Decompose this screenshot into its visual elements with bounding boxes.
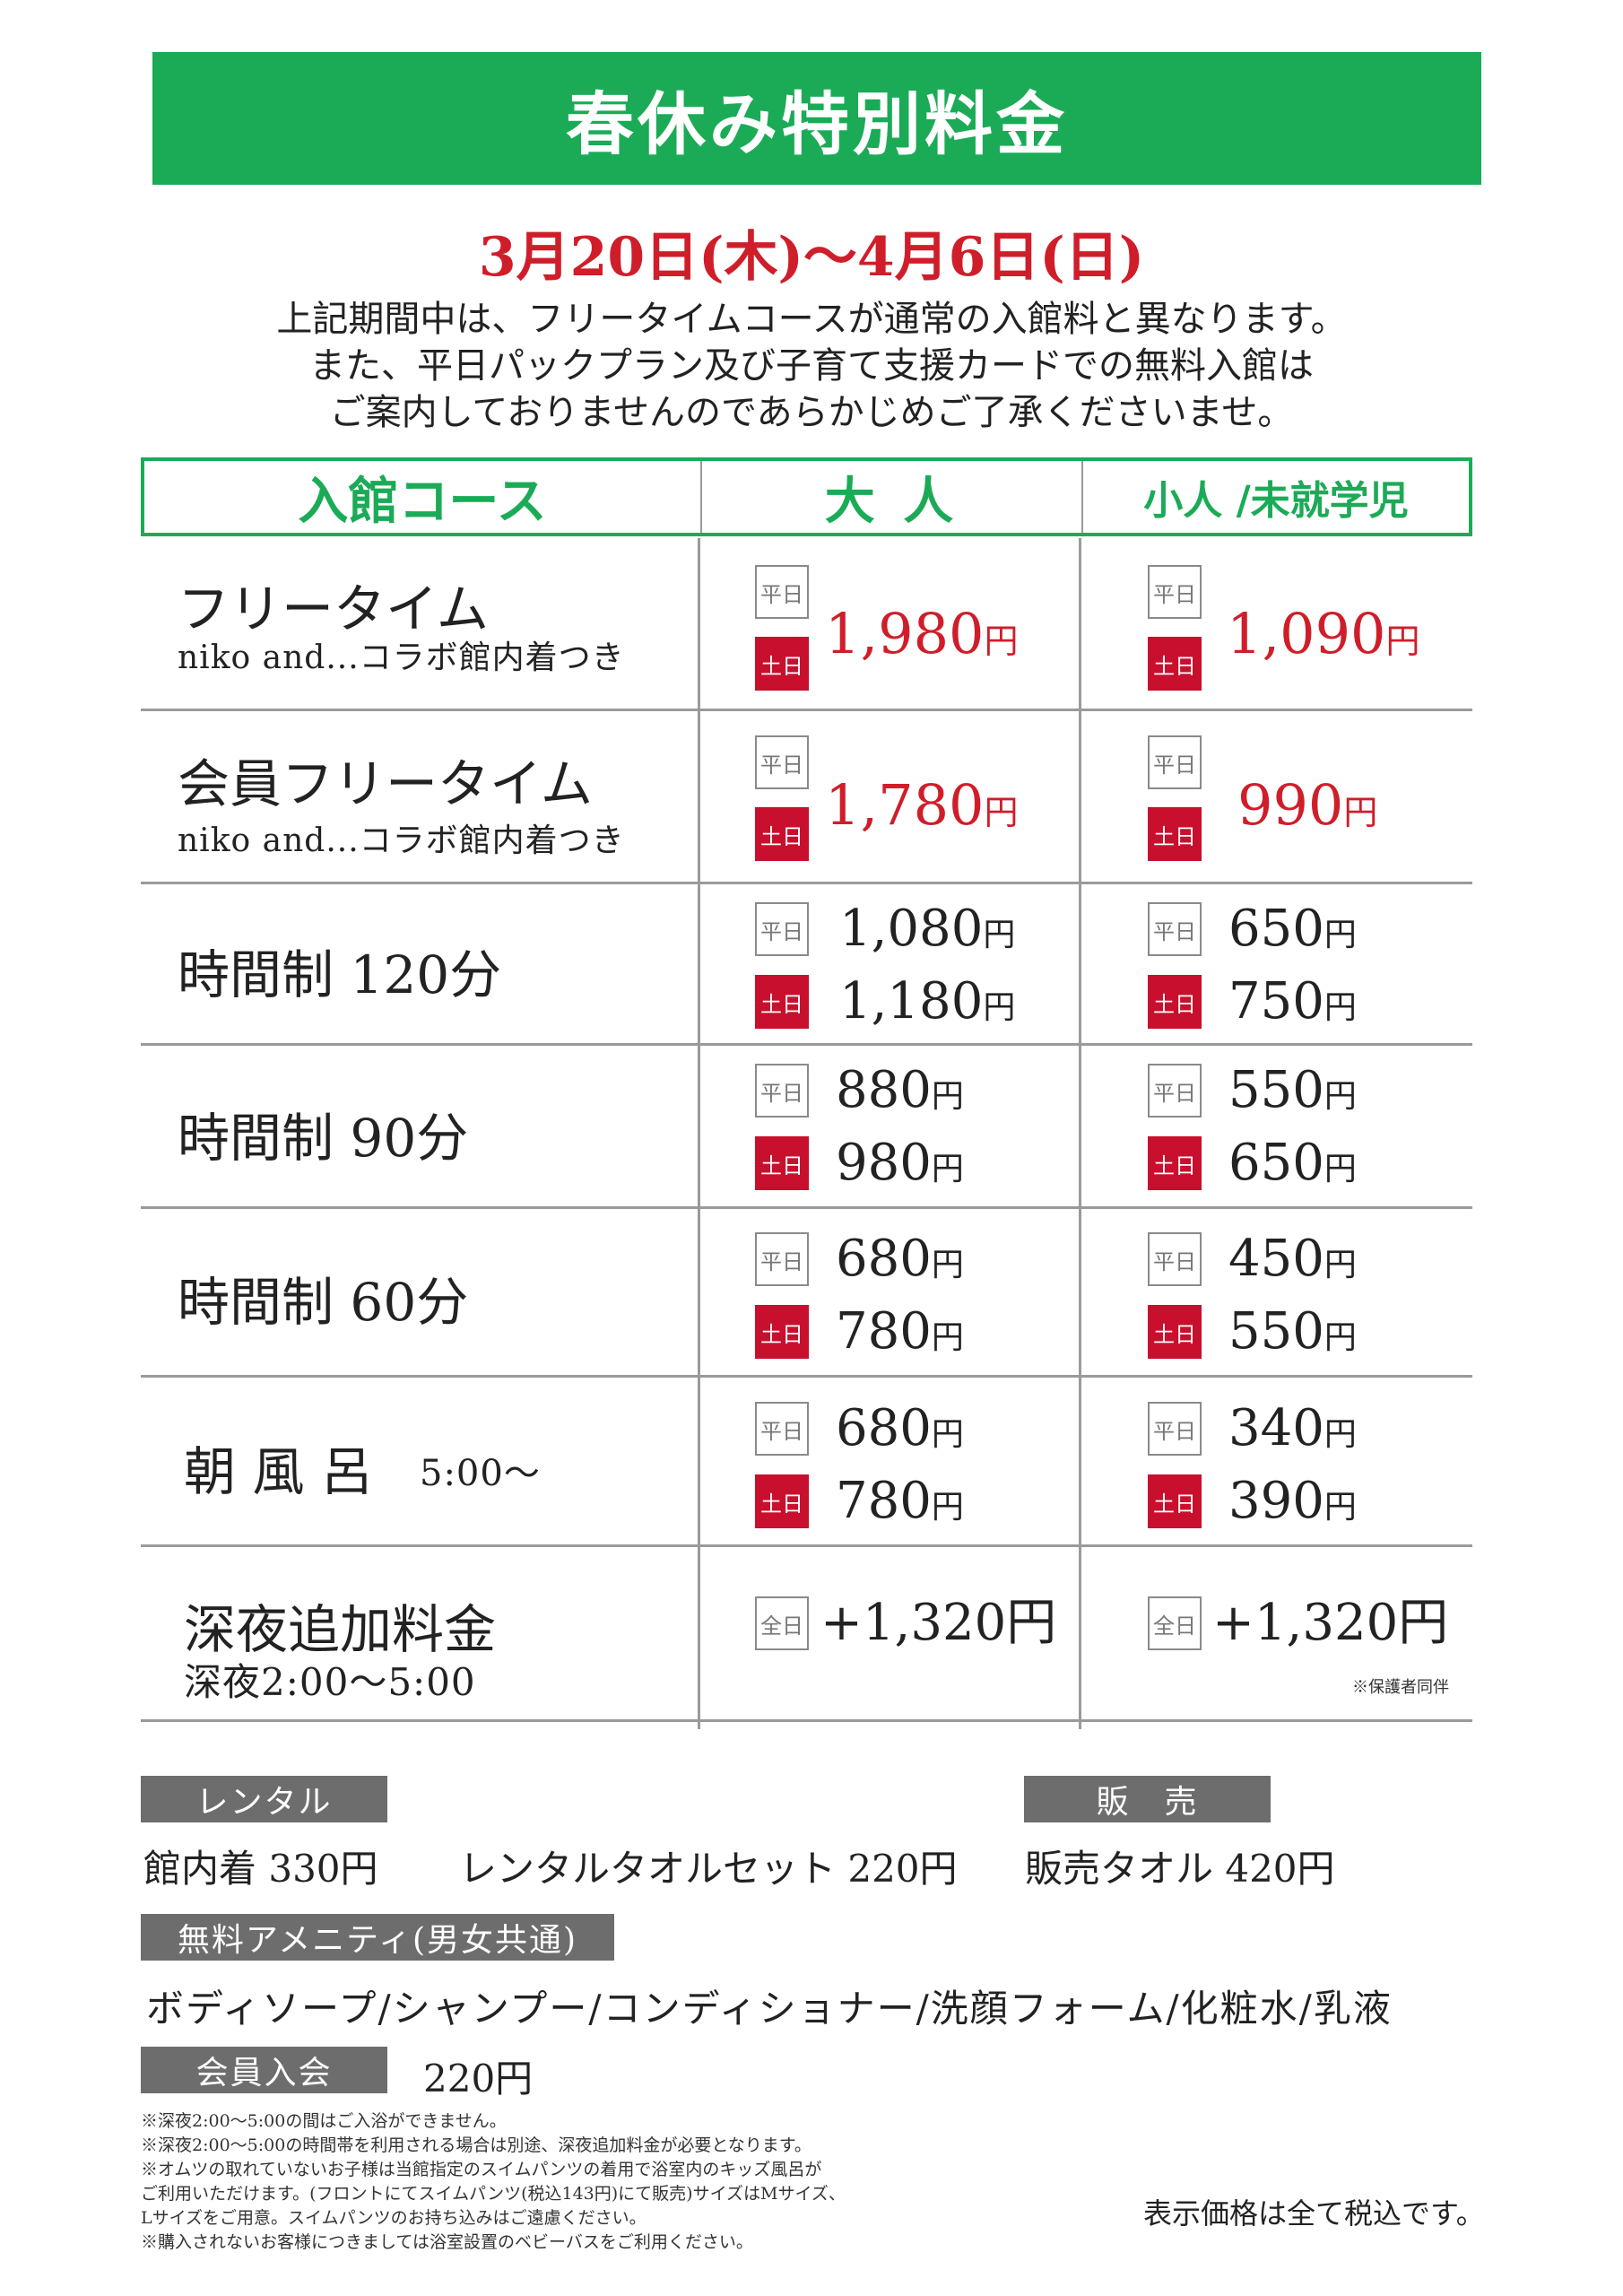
child-price: 990円 bbox=[1237, 772, 1378, 838]
weekday-tag: 平日 bbox=[1148, 565, 1202, 619]
row-divider bbox=[141, 1375, 1472, 1378]
header-divider bbox=[1081, 461, 1083, 533]
footnote: ※オムツの取れていないお子様は当館指定のスイムパンツの着用で浴室内のキッズ風呂が bbox=[141, 2160, 822, 2179]
weekend-tag: 土日 bbox=[755, 637, 809, 691]
footnote: Lサイズをご用意。スイムパンツのお持ち込みはご遠慮ください。 bbox=[141, 2208, 647, 2228]
adult-price: 1,980円 bbox=[825, 601, 1019, 666]
adult-weekday-price: 680円 bbox=[836, 1399, 964, 1457]
weekend-tag: 土日 bbox=[1148, 637, 1202, 691]
weekend-tag: 土日 bbox=[1148, 1474, 1202, 1528]
course-time: 5:00～ bbox=[420, 1453, 541, 1494]
adult-weekend-price: 1,180円 bbox=[839, 972, 1016, 1031]
allday-tag: 全日 bbox=[755, 1596, 809, 1650]
row-divider bbox=[141, 1206, 1472, 1209]
weekday-tag: 平日 bbox=[755, 1064, 809, 1118]
guardian-note: ※保護者同伴 bbox=[1352, 1678, 1449, 1697]
price-table-header: 入館コース 大 人 小人 /未就学児 bbox=[141, 457, 1472, 536]
membership-label: 会員入会 bbox=[141, 2047, 387, 2093]
course-subtitle: niko and...コラボ館内着つき bbox=[178, 639, 625, 676]
weekend-tag: 土日 bbox=[1148, 1136, 1202, 1190]
course-name: 朝 風 呂 bbox=[184, 1441, 373, 1502]
weekday-tag: 平日 bbox=[755, 902, 809, 956]
header-divider bbox=[700, 461, 702, 533]
weekend-tag: 土日 bbox=[755, 807, 809, 861]
title-banner: 春休み特別料金 bbox=[152, 52, 1481, 185]
child-price: 1,090円 bbox=[1227, 601, 1420, 666]
course-subtitle: 深夜2:00～5:00 bbox=[184, 1660, 476, 1704]
weekday-tag: 平日 bbox=[755, 1232, 809, 1286]
child-weekend-price: 750円 bbox=[1228, 972, 1357, 1031]
weekend-tag: 土日 bbox=[1148, 1305, 1202, 1359]
footnote: ※深夜2:00～5:00の時間帯を利用される場合は別途、深夜追加料金が必要となり… bbox=[141, 2135, 812, 2155]
amenity-list: ボディソープ/シャンプー/コンディショナー/洗顔フォーム/化粧水/乳液 bbox=[146, 1987, 1393, 2031]
notice-line-1: 上記期間中は、フリータイムコースが通常の入館料と異なります。 bbox=[276, 299, 1347, 340]
course-subtitle: niko and...コラボ館内着つき bbox=[178, 822, 625, 859]
course-name: フリータイム bbox=[178, 578, 489, 639]
course-name: 時間制 60分 bbox=[178, 1272, 469, 1333]
header-course: 入館コース bbox=[298, 471, 547, 531]
adult-weekday-price: 880円 bbox=[836, 1061, 964, 1119]
row-divider bbox=[141, 882, 1472, 884]
child-price: +1,320円 bbox=[1212, 1594, 1449, 1652]
tax-note: 表示価格は全て税込です。 bbox=[1143, 2196, 1485, 2231]
rental-item: 館内着 330円 bbox=[143, 1847, 378, 1891]
row-divider bbox=[141, 1719, 1472, 1722]
course-name: 時間制 120分 bbox=[178, 944, 502, 1005]
child-weekday-price: 450円 bbox=[1228, 1230, 1357, 1288]
row-divider bbox=[141, 709, 1472, 711]
weekday-tag: 平日 bbox=[1148, 1064, 1202, 1118]
allday-tag: 全日 bbox=[1148, 1596, 1202, 1650]
amenity-label: 無料アメニティ(男女共通) bbox=[141, 1914, 614, 1961]
course-name: 時間制 90分 bbox=[178, 1108, 469, 1169]
weekend-tag: 土日 bbox=[1148, 975, 1202, 1029]
adult-weekday-price: 680円 bbox=[836, 1230, 964, 1288]
page-title: 春休み特別料金 bbox=[566, 84, 1068, 164]
weekday-tag: 平日 bbox=[1148, 902, 1202, 956]
weekday-tag: 平日 bbox=[755, 565, 809, 619]
course-name: 会員フリータイム bbox=[178, 753, 593, 814]
adult-weekend-price: 980円 bbox=[836, 1134, 964, 1192]
child-weekend-price: 550円 bbox=[1228, 1302, 1357, 1361]
child-weekend-price: 650円 bbox=[1228, 1134, 1357, 1192]
footnote: ※深夜2:00～5:00の間はご入浴ができません。 bbox=[141, 2111, 507, 2131]
course-name: 深夜追加料金 bbox=[184, 1599, 497, 1660]
weekday-tag: 平日 bbox=[1148, 1402, 1202, 1456]
adult-weekend-price: 780円 bbox=[836, 1302, 964, 1361]
weekday-tag: 平日 bbox=[755, 735, 809, 789]
period-dates: 3月20日(木)～4月6日(日) bbox=[478, 226, 1145, 289]
sale-label: 販 売 bbox=[1024, 1776, 1271, 1822]
header-adult: 大 人 bbox=[824, 471, 959, 531]
sale-item: 販売タオル 420円 bbox=[1025, 1847, 1335, 1891]
weekday-tag: 平日 bbox=[755, 1402, 809, 1456]
footnote: ご利用いただけます。(フロントにてスイムパンツ(税込143円)にて販売)サイズは… bbox=[141, 2184, 846, 2204]
column-divider bbox=[698, 538, 700, 1729]
child-weekday-price: 650円 bbox=[1228, 900, 1357, 958]
weekend-tag: 土日 bbox=[755, 1136, 809, 1190]
header-child: 小人 /未就学児 bbox=[1143, 478, 1409, 524]
footnote: ※購入されないお客様につきましては浴室設置のベビーバスをご利用ください。 bbox=[141, 2232, 753, 2252]
adult-price: 1,780円 bbox=[825, 772, 1019, 838]
row-divider bbox=[141, 1544, 1472, 1547]
weekday-tag: 平日 bbox=[1148, 1232, 1202, 1286]
column-divider bbox=[1079, 538, 1081, 1729]
weekday-tag: 平日 bbox=[1148, 735, 1202, 789]
adult-weekend-price: 780円 bbox=[836, 1472, 964, 1530]
child-weekday-price: 340円 bbox=[1228, 1399, 1357, 1457]
rental-label: レンタル bbox=[141, 1776, 387, 1822]
adult-price: +1,320円 bbox=[820, 1594, 1057, 1652]
row-divider bbox=[141, 1043, 1472, 1046]
weekend-tag: 土日 bbox=[755, 1305, 809, 1359]
rental-item: レンタルタオルセット 220円 bbox=[459, 1847, 958, 1891]
child-weekend-price: 390円 bbox=[1228, 1472, 1357, 1530]
membership-price: 220円 bbox=[423, 2057, 534, 2100]
child-weekday-price: 550円 bbox=[1228, 1061, 1357, 1119]
adult-weekday-price: 1,080円 bbox=[839, 900, 1016, 958]
weekend-tag: 土日 bbox=[755, 1474, 809, 1528]
notice-line-2: また、平日パックプラン及び子育て支援カードでの無料入館は bbox=[309, 345, 1314, 387]
weekend-tag: 土日 bbox=[755, 975, 809, 1029]
notice-line-3: ご案内しておりませんのであらかじめご了承くださいませ。 bbox=[329, 392, 1294, 433]
weekend-tag: 土日 bbox=[1148, 807, 1202, 861]
